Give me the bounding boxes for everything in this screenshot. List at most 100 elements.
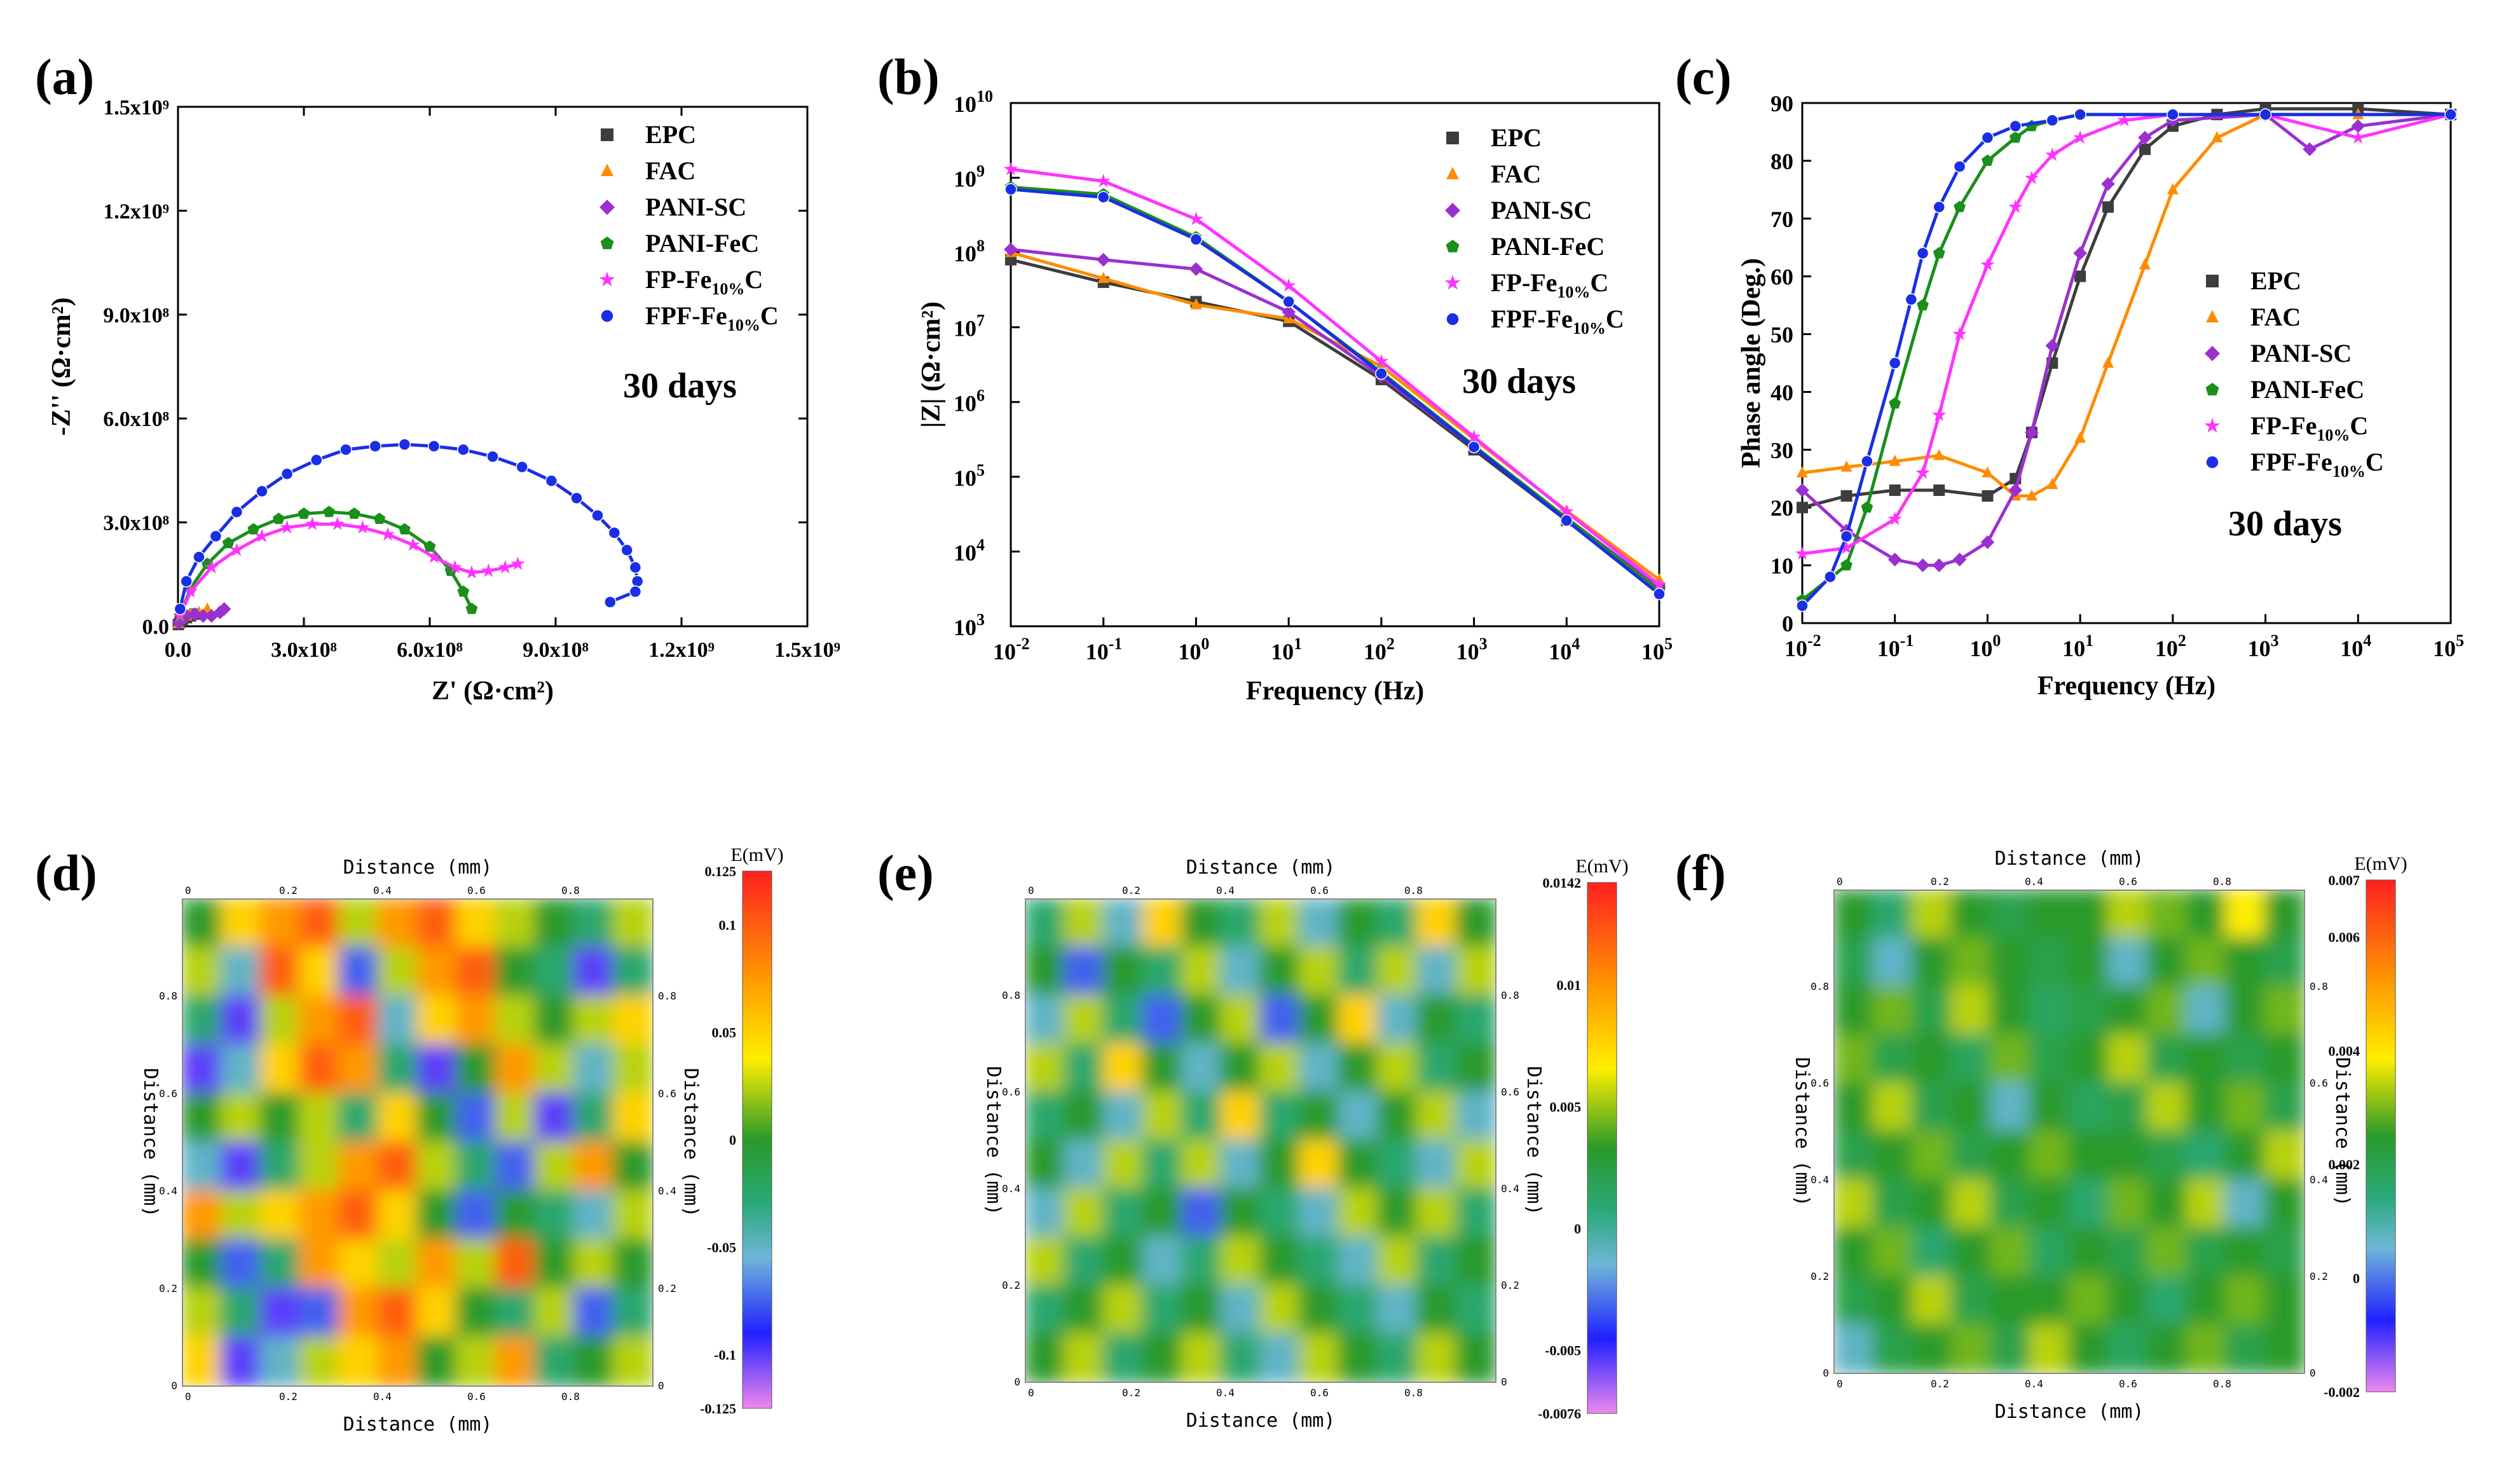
x-tick-label: 0.2 [1122, 1387, 1140, 1399]
map-cell [299, 1239, 341, 1290]
colorbar-label: E(mV) [1575, 856, 1628, 877]
x-axis-label-top: Distance (mm) [343, 856, 493, 879]
data-point [2009, 131, 2022, 143]
map-cell [1220, 1284, 1262, 1335]
x-tick-label: 0.8 [2213, 1378, 2231, 1390]
map-cell [573, 1092, 615, 1144]
map-frame [182, 898, 654, 1387]
data-point [620, 544, 633, 556]
map-cell [1220, 946, 1262, 997]
map-cell [573, 1190, 615, 1242]
map-cell [1063, 1236, 1106, 1287]
map-cell [2224, 1275, 2267, 1326]
data-point [2167, 108, 2179, 121]
map-cell [377, 1092, 419, 1144]
map-cell [1142, 899, 1184, 949]
map-cell [1025, 1188, 1066, 1239]
map-cell [455, 1043, 498, 1096]
map-cell [1220, 1236, 1262, 1287]
legend-marker [599, 200, 615, 215]
map-cell [1181, 1236, 1223, 1287]
colorbar-tick-label: 0.125 [705, 863, 737, 879]
map-cell [1455, 1139, 1496, 1190]
data-point [2303, 142, 2317, 156]
map-cell [1063, 1043, 1106, 1094]
map-cell [2146, 1130, 2188, 1181]
x-tick-label: 0.2 [279, 1391, 298, 1403]
legend-marker [1446, 240, 1460, 252]
map-cell [1338, 1043, 1380, 1094]
colorbar-tick-label: 0.0142 [1543, 875, 1582, 891]
x-tick-label: 0.8 [561, 884, 580, 897]
map-cell [2264, 1034, 2304, 1085]
map-cell [1025, 1043, 1066, 1094]
map-cell [1298, 994, 1341, 1045]
legend-marker [2204, 418, 2221, 433]
map-cell [1338, 1188, 1380, 1239]
map-cell [1025, 1284, 1066, 1335]
y-tick-label: 103 [954, 610, 985, 640]
panel-b-letter: (b) [877, 50, 940, 106]
x-tick-label: 105 [2433, 631, 2464, 661]
y-tick-label: 0 [1501, 1376, 1507, 1388]
annotation: 30 days [623, 366, 737, 406]
map-cell [1416, 994, 1458, 1045]
data-point [2167, 182, 2179, 195]
data-point [1933, 484, 1945, 496]
map-cell [1834, 937, 1875, 988]
x-tick-label: 0.4 [373, 1391, 392, 1403]
map-cell [573, 899, 615, 949]
data-point [305, 516, 320, 530]
map-cell [1455, 1091, 1496, 1142]
map-cell [1025, 899, 1066, 949]
data-point [1560, 514, 1573, 527]
data-point [2117, 113, 2132, 127]
map-cell [1025, 994, 1066, 1045]
legend-marker [599, 271, 615, 287]
map-cell [416, 1336, 458, 1386]
data-point [280, 467, 294, 481]
map-cell [2029, 986, 2071, 1036]
map-cell [495, 1287, 537, 1339]
map-cell [573, 1141, 615, 1193]
map-cell [2107, 1130, 2149, 1181]
map-cell [1950, 986, 1992, 1036]
legend-label: PANI-FeC [645, 229, 759, 258]
data-point [180, 575, 193, 587]
map-cell [1063, 1139, 1106, 1190]
y-axis-label: Phase angle (Deg.) [1737, 258, 1766, 468]
map-cell [377, 899, 419, 949]
data-point [570, 491, 583, 505]
map-cell [1455, 1284, 1496, 1335]
map-cell [1377, 1139, 1419, 1190]
map-cell [1220, 994, 1262, 1045]
y-tick-label: 1.2x10⁹ [103, 200, 169, 223]
map-cell [1338, 946, 1380, 997]
series-line [1010, 167, 1661, 586]
map-cell [416, 1092, 458, 1144]
map-cell [182, 946, 223, 998]
legend-label: FPF-Fe10%C [2250, 448, 2384, 481]
map-frame [1025, 898, 1496, 1383]
y-axis-label-right: Distance (mm) [680, 1068, 702, 1218]
y-axis-label: Distance (mm) [982, 1066, 1004, 1216]
map-cell [2224, 1179, 2267, 1230]
map-cell [455, 995, 498, 1047]
map-cell [2029, 937, 2071, 988]
map-cell [495, 899, 537, 949]
data-point [1653, 587, 1666, 601]
x-tick-label: 0.2 [1931, 1378, 1949, 1390]
map-cell [377, 1043, 419, 1096]
map-cell [612, 1287, 653, 1339]
x-tick-label: 0 [185, 884, 191, 897]
map-cell [2264, 890, 2304, 940]
potential-map-cells [1834, 890, 2304, 1373]
colorbar-tick-label: 0.1 [719, 917, 737, 933]
data-point [510, 556, 525, 570]
colorbar-tick-label: -0.125 [700, 1401, 736, 1417]
map-cell [299, 995, 341, 1047]
map-cell [573, 1287, 615, 1339]
data-point [230, 505, 243, 519]
map-cell [495, 1239, 537, 1290]
map-cell [1911, 937, 1953, 988]
